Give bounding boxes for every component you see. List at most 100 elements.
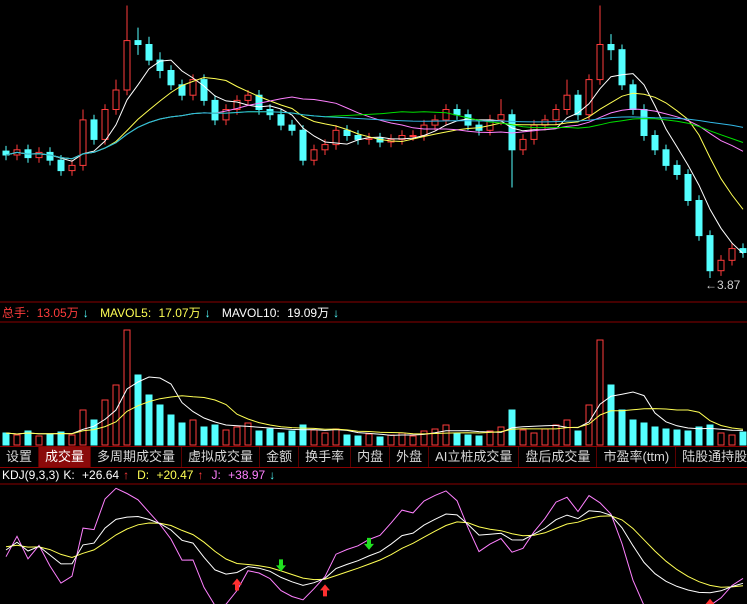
arrow-up-icon: ↑ [197, 468, 204, 482]
tab-10[interactable]: 市盈率(ttm) [597, 447, 677, 467]
candle-body [35, 151, 43, 159]
buy-arrow-icon [320, 584, 330, 597]
volume-bar [607, 384, 615, 446]
tab-4[interactable]: 金额 [260, 447, 300, 467]
candle-body [178, 84, 186, 96]
tab-3[interactable]: 虚拟成交量 [182, 447, 261, 467]
volume-bar [706, 424, 714, 446]
candle-body [101, 109, 109, 140]
candle-body [244, 94, 252, 101]
volume-bar [431, 428, 439, 446]
volume-bar [497, 426, 505, 446]
tab-8[interactable]: AI立桩成交量 [429, 447, 520, 467]
volume-panel[interactable] [2, 329, 747, 446]
volume-bar [541, 428, 549, 446]
candle-body [321, 144, 329, 151]
volume-bar [662, 428, 670, 446]
ma60-line [5, 111, 744, 160]
candle-body [112, 89, 120, 110]
sell-arrow-icon [364, 537, 374, 550]
candle-body [453, 109, 461, 116]
candle-body [134, 40, 142, 45]
mavol5-label: MAVOL5: [100, 306, 152, 320]
volume-bar [277, 432, 285, 446]
volume-bar [409, 435, 417, 446]
tab-6[interactable]: 内盘 [351, 447, 391, 467]
volume-bar [717, 432, 725, 446]
volume-bar [574, 430, 582, 446]
buy-arrow-icon [232, 578, 242, 591]
volume-bar [244, 422, 252, 446]
tab-1[interactable]: 成交量 [39, 447, 92, 467]
volume-bar [519, 429, 527, 446]
candle-body [79, 119, 87, 166]
candle-body [233, 99, 241, 111]
mavol10-label: MAVOL10: [221, 306, 280, 320]
candle-body [123, 40, 131, 91]
volume-bar [178, 422, 186, 446]
candle-body [596, 44, 604, 81]
buy-arrow-icon [705, 598, 715, 604]
candle-body [651, 135, 659, 151]
d-label: D: [137, 468, 150, 482]
volume-bar [222, 429, 230, 446]
volume-bar [596, 339, 604, 446]
volume-bar [112, 384, 120, 446]
volume-bar [68, 434, 76, 446]
volume-bar [134, 374, 142, 446]
arrow-down-icon: ↓ [82, 306, 89, 320]
candle-body [552, 109, 560, 121]
candle-body [145, 44, 153, 61]
tab-5[interactable]: 换手率 [299, 447, 352, 467]
volume-bar [255, 430, 263, 446]
d-line [5, 515, 744, 588]
k-label: K: [63, 468, 75, 482]
candle-body [354, 135, 362, 140]
volume-bar [35, 435, 43, 446]
j-line [5, 487, 744, 604]
tab-0[interactable]: 设置 [0, 447, 40, 467]
volume-bar [321, 432, 329, 446]
tab-9[interactable]: 盘后成交量 [519, 447, 598, 467]
total-volume-value: 13.05万 [36, 306, 79, 320]
candle-body [585, 79, 593, 116]
indicator-tab-bar: 设置 成交量 多周期成交量 虚拟成交量 金额 换手率 内盘 外盘 AI立桩成交量 盘后成交量 市盈率… [0, 446, 747, 468]
kdj-panel[interactable] [5, 487, 744, 604]
volume-bar [167, 414, 175, 446]
candle-body [629, 84, 637, 111]
volume-bar [299, 424, 307, 446]
volume-bar [530, 432, 538, 446]
mavol5-line [5, 376, 744, 436]
tab-7[interactable]: 外盘 [390, 447, 430, 467]
candle-body [288, 124, 296, 131]
volume-bar [629, 419, 637, 446]
candle-body [189, 79, 197, 96]
candle-body [684, 174, 692, 201]
volume-bar [13, 434, 21, 446]
ma5-line [5, 59, 744, 254]
volume-bar [486, 430, 494, 446]
tab-2[interactable]: 多周期成交量 [91, 447, 183, 467]
candle-body [222, 109, 230, 121]
candle-body [332, 129, 340, 146]
volume-bar [420, 430, 428, 446]
candle-body [618, 49, 626, 86]
volume-bar [739, 431, 747, 446]
tab-11[interactable]: 陆股通持股变化 [676, 447, 747, 467]
mavol5-value: 17.07万 [158, 306, 201, 320]
mavol10-value: 19.09万 [287, 306, 330, 320]
volume-bar [640, 422, 648, 446]
volume-bar [684, 430, 692, 446]
volume-bar [211, 424, 219, 446]
kdj-header: KDJ(9,3,3) K: +26.64 ↑ D: +20.47 ↑ J: +38.97 ↓ [2, 468, 283, 482]
volume-bar [563, 419, 571, 446]
candle-body [68, 164, 76, 172]
volume-bar [354, 435, 362, 446]
volume-bar [79, 409, 87, 446]
candle-body [156, 59, 164, 71]
price-panel[interactable] [2, 5, 747, 286]
k-line [5, 510, 744, 594]
candle-body [310, 149, 318, 161]
candle-body [420, 124, 428, 136]
